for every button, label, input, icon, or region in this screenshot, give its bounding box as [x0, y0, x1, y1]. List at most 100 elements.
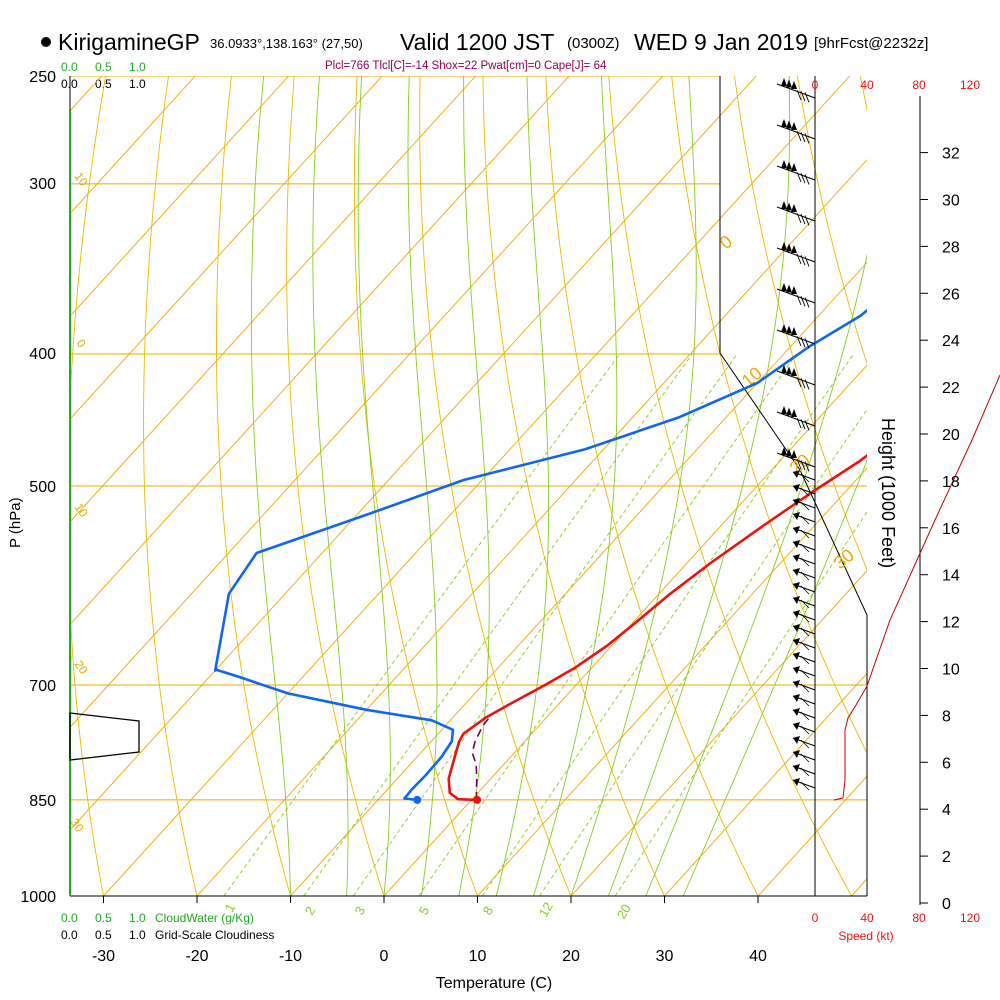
height-tick-label: 18: [942, 474, 960, 491]
mixing-ratio-line: [223, 353, 621, 896]
p-tick-300: 300: [29, 176, 56, 193]
cloudiness-top-tick-1: 0.5: [95, 77, 112, 91]
barb-staff: [776, 411, 816, 427]
barb-feather: [800, 557, 810, 567]
moist-adiabat-line: [458, 76, 490, 896]
wind-barb: [792, 652, 816, 665]
barb-flag: [786, 366, 792, 375]
p-tick-1000: 1000: [20, 889, 56, 906]
isotherm-line: [0, 76, 8, 896]
dry-adiabat-line: [671, 76, 867, 754]
cloudwater-label: CloudWater (g/Kg): [155, 911, 254, 925]
height-tick-label: 28: [942, 239, 960, 256]
wind-barb: [792, 666, 816, 679]
barb-feather: [796, 458, 802, 470]
barb-feather: [804, 338, 810, 349]
barb-feather: [796, 171, 802, 183]
barb-flag: [791, 286, 797, 294]
barb-feather: [800, 613, 810, 623]
wind-barb: [792, 526, 816, 539]
mixing-ratio-line: [481, 353, 854, 896]
wind-barb: [792, 554, 816, 567]
barb-staff: [776, 329, 816, 345]
height-tick-label: 8: [942, 708, 951, 725]
isotherm-line: [70, 76, 477, 523]
barb-feather: [800, 571, 810, 581]
barb-flag: [793, 722, 800, 730]
barb-flag: [793, 736, 800, 744]
moist-adiabat-line: [533, 76, 618, 896]
wind-barb: [792, 484, 816, 497]
wind-barb: [776, 119, 816, 144]
barb-flag: [781, 283, 787, 291]
speed-bottom-0: 0: [812, 911, 819, 925]
isotherm-line: [70, 76, 383, 420]
x-tick-label: -10: [279, 948, 302, 965]
surface-dew-marker: [413, 795, 422, 804]
mr-label-5: 5: [416, 904, 433, 918]
isotherm-line: [196, 159, 867, 896]
barb-flag: [781, 160, 787, 168]
cloudiness-top-tick-2: 1.0: [129, 77, 146, 91]
speed-top-40: 40: [860, 78, 874, 92]
barb-flag: [793, 764, 800, 772]
wind-barb: [776, 447, 816, 472]
barb-flag: [781, 242, 787, 250]
moist-adiabat-line: [570, 76, 697, 896]
left-label-1: 10: [72, 170, 91, 189]
wind-barb: [792, 694, 816, 707]
barb-flag: [781, 447, 787, 455]
barb-feather: [800, 669, 810, 679]
height-tick-label: 12: [942, 615, 960, 632]
mixing-ratio-line: [352, 353, 738, 896]
moist-adiabat-line: [682, 459, 867, 896]
moist-adiabat-line: [357, 76, 391, 896]
barb-feather: [796, 417, 802, 429]
barb-feather: [796, 253, 802, 265]
barb-staff: [776, 452, 816, 468]
temperature-trace: [447, 454, 867, 802]
barb-feather: [800, 599, 810, 609]
barb-feather: [800, 515, 810, 525]
barb-feather: [800, 543, 810, 553]
dry-adiabat-line: [734, 76, 867, 571]
p-tick-500: 500: [29, 479, 56, 496]
background-lines: [0, 76, 867, 896]
barb-feather: [800, 487, 810, 497]
temperature-axis: -30 -20 -10 0 10 20 30 40: [92, 896, 767, 965]
barb-feather: [800, 767, 810, 777]
p-tick-400: 400: [29, 346, 56, 363]
cloud-bottom-tick-0: 0.0: [61, 911, 78, 925]
barb-flag: [793, 526, 800, 534]
barb-flag: [793, 512, 800, 520]
wind-barb: [776, 242, 816, 267]
height-tick-label: 4: [942, 802, 951, 819]
barb-flag: [791, 163, 797, 171]
indices-line: Plcl=766 Tlcl[C]=-14 Shox=22 Pwat[cm]=0 …: [325, 60, 607, 72]
wind-barb: [792, 736, 816, 749]
wind-barb: [776, 283, 816, 308]
height-tick-label: 2: [942, 849, 951, 866]
dry-label-0: 0: [716, 231, 737, 253]
barb-feather: [800, 739, 810, 749]
barb-feather: [800, 501, 810, 511]
barb-flag: [791, 245, 797, 253]
isotherm-line: [477, 467, 867, 896]
wind-barb: [776, 406, 816, 431]
barb-feather: [800, 655, 810, 665]
barb-flag: [793, 568, 800, 576]
barb-flag: [786, 161, 792, 170]
sounding-traces: [213, 308, 867, 804]
barb-flag: [793, 484, 800, 492]
barb-feather: [796, 212, 802, 224]
wind-barb: [792, 596, 816, 609]
isotherm-line: [70, 76, 664, 728]
pressure-axis-label: P (hPa): [7, 497, 24, 548]
height-tick-label: 10: [942, 662, 960, 679]
dry-label-30: 30: [830, 545, 858, 573]
wind-barb: [792, 764, 816, 777]
cloudiness-bottom-tick-1: 0.5: [95, 928, 112, 942]
wind-barb: [792, 708, 816, 721]
cloudiness-bottom-tick-0: 0.0: [61, 928, 78, 942]
